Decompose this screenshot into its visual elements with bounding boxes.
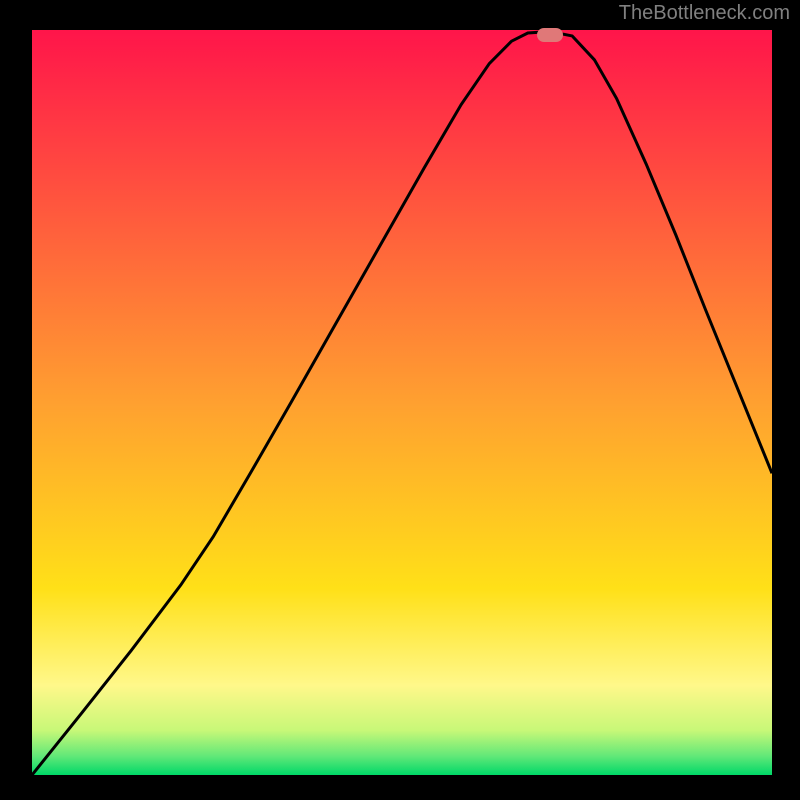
plot-gradient-area bbox=[32, 30, 772, 775]
curve-svg bbox=[32, 30, 772, 775]
watermark-text: TheBottleneck.com bbox=[619, 2, 790, 25]
optimal-marker bbox=[537, 28, 563, 42]
bottleneck-curve bbox=[32, 31, 772, 775]
